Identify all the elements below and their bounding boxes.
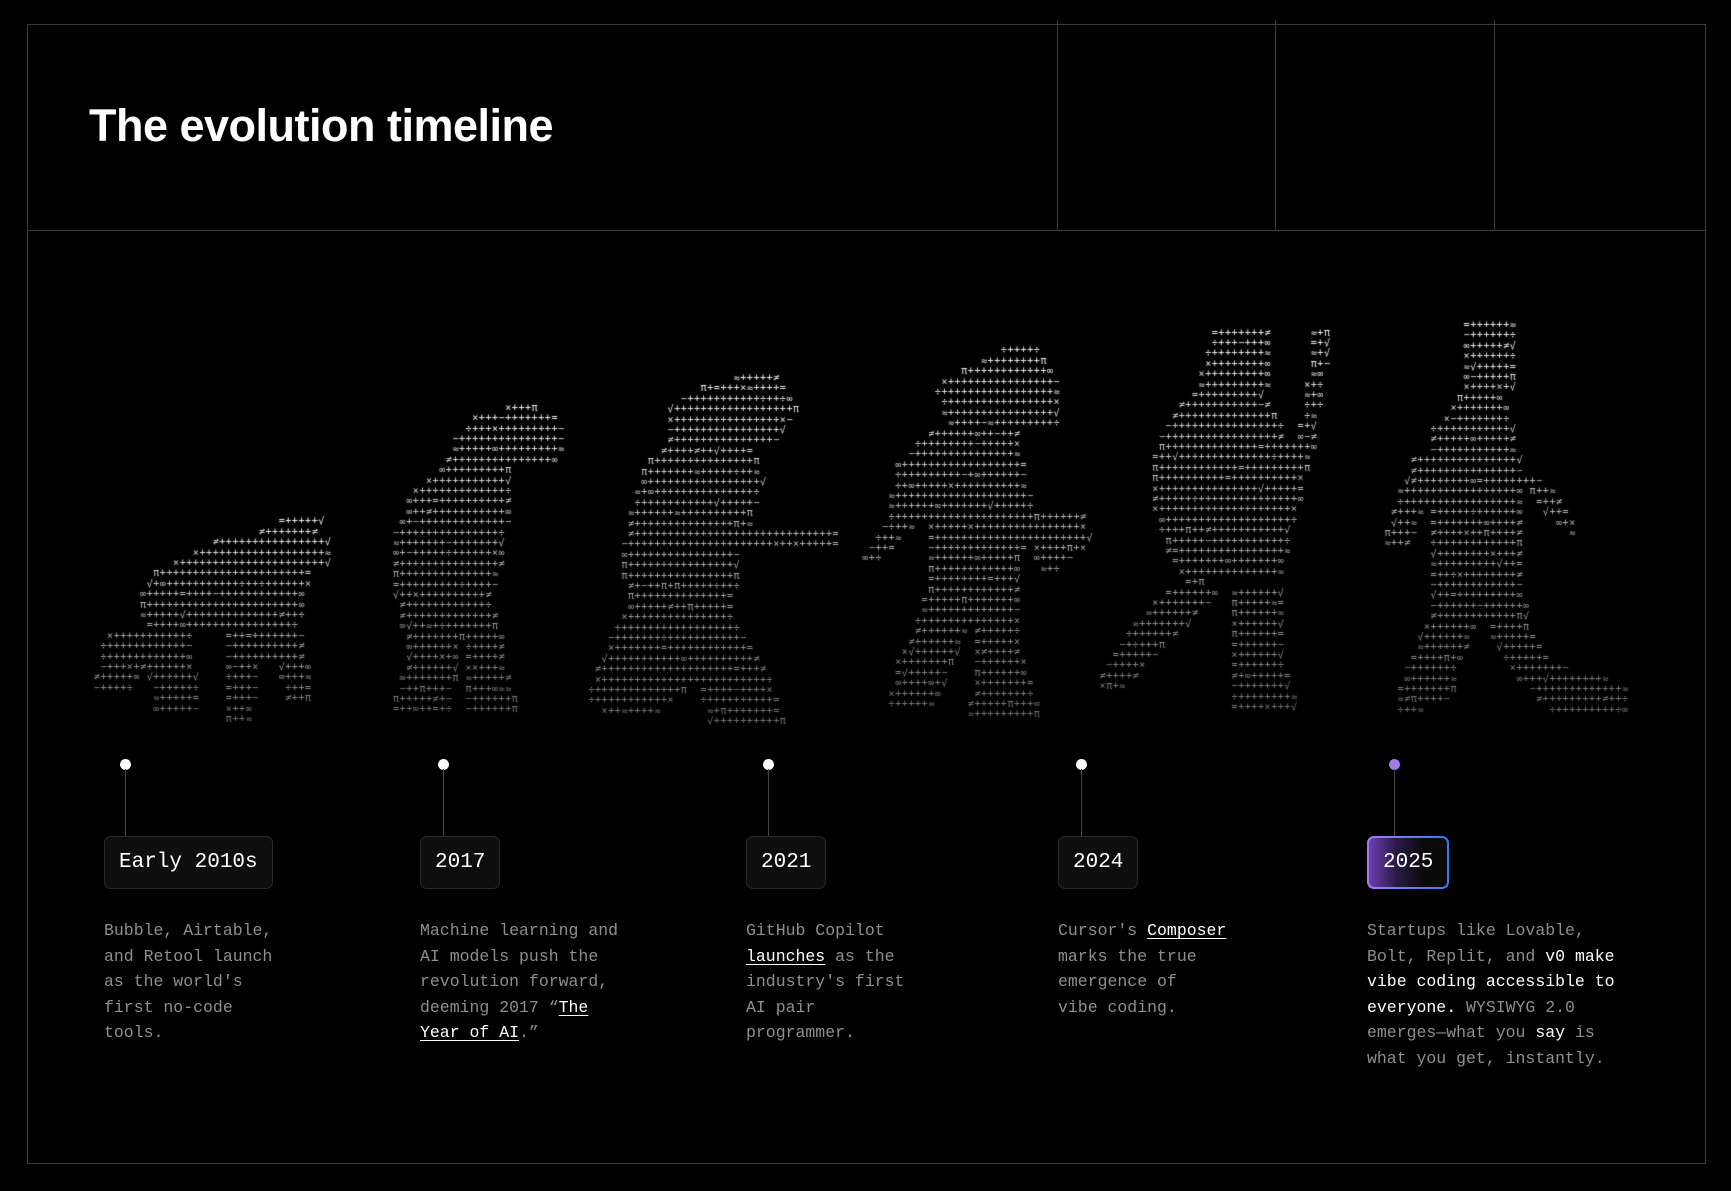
timeline-connector (1081, 769, 1082, 836)
timeline-badge[interactable]: 2024 (1058, 836, 1139, 889)
description-line: Machine learning and (420, 918, 618, 944)
description-text: Machine learning and (420, 921, 619, 940)
description-text: as the world's (104, 972, 243, 991)
description-text: Cursor's (1058, 921, 1148, 940)
timeline-dot (1075, 759, 1087, 770)
description-text: WYSIWYG 2.0 (1456, 997, 1575, 1017)
description-text: and Retool launch (104, 946, 273, 966)
timeline-connector (443, 769, 444, 836)
timeline-dot (437, 759, 449, 770)
description-text: emergence of (1058, 972, 1177, 991)
timeline-connector (768, 769, 769, 836)
description-text: AI models push the (420, 946, 599, 966)
description-line: and Retool launch (104, 944, 272, 970)
description-text: what you get, instantly. (1367, 1048, 1605, 1068)
description-text: emerges—what you (1367, 1023, 1536, 1042)
description-text: Bubble, Airtable, (104, 921, 273, 940)
timeline-description: Startups like Lovable, Bolt, Replit, and … (1367, 918, 1615, 1071)
description-line: marks the true (1058, 944, 1226, 970)
timeline-dot (1388, 759, 1400, 770)
description-line: as the world's (104, 969, 272, 995)
timeline-badge[interactable]: Early 2010s (104, 836, 273, 889)
description-line: Cursor's Composer (1058, 918, 1226, 944)
highlighted-text: v0 make (1545, 946, 1615, 966)
page-title: The evolution timeline (89, 100, 554, 151)
description-line: industry's first (746, 969, 904, 995)
description-line: vibe coding accessible to (1367, 969, 1615, 995)
description-text: first no-code (104, 997, 233, 1017)
grid-line (1275, 20, 1276, 230)
timeline-description: Machine learning and AI models push the re… (420, 918, 618, 1046)
description-line: first no-code (104, 995, 272, 1021)
description-line: emerges—what you say is (1367, 1020, 1615, 1046)
description-text: AI pair (746, 997, 816, 1017)
ascii-evolution-illustration (0, 240, 1731, 760)
description-line: AI pair (746, 995, 904, 1021)
description-text: vibe coding. (1058, 997, 1177, 1017)
highlighted-text: say (1535, 1023, 1566, 1042)
grid-line (1057, 20, 1058, 230)
description-text: marks the true (1058, 946, 1197, 966)
description-text: as the (825, 946, 895, 966)
description-line: revolution forward, (420, 969, 618, 995)
timeline-badge[interactable]: 2025 (1367, 836, 1449, 889)
highlighted-text: vibe coding accessible to (1367, 972, 1615, 991)
description-link[interactable]: launches (746, 946, 826, 966)
description-text: revolution forward, (420, 972, 609, 991)
description-line: launches as the (746, 944, 904, 970)
grid-line (1494, 20, 1495, 230)
description-text: is (1565, 1023, 1595, 1042)
timeline-description: GitHub Copilot launches as the industry's … (746, 918, 904, 1046)
timeline-description: Bubble, Airtable, and Retool launch as the… (104, 918, 272, 1046)
timeline-dot (762, 759, 774, 770)
description-text: GitHub Copilot (746, 921, 885, 940)
description-line: tools. (104, 1020, 272, 1046)
timeline-connector (1394, 769, 1395, 836)
description-link[interactable]: The (558, 997, 589, 1017)
description-link[interactable]: Year of AI (420, 1023, 520, 1042)
description-line: programmer. (746, 1020, 904, 1046)
description-text: industry's first (746, 972, 905, 991)
timeline-badge[interactable]: 2017 (420, 836, 501, 889)
description-line: Bubble, Airtable, (104, 918, 272, 944)
description-line: Bolt, Replit, and v0 make (1367, 944, 1615, 970)
description-line: vibe coding. (1058, 995, 1226, 1021)
description-line: Year of AI.” (420, 1020, 618, 1046)
timeline-badge[interactable]: 2021 (746, 836, 827, 889)
timeline-connector (125, 769, 126, 836)
highlighted-text: everyone. (1367, 997, 1457, 1017)
timeline-dot (119, 759, 131, 770)
description-line: deeming 2017 “The (420, 995, 618, 1021)
description-line: Startups like Lovable, (1367, 918, 1615, 944)
description-line: everyone. WYSIWYG 2.0 (1367, 995, 1615, 1021)
description-line: what you get, instantly. (1367, 1046, 1615, 1072)
description-text: deeming 2017 “ (420, 997, 559, 1017)
description-text: .” (519, 1023, 539, 1042)
description-line: emergence of (1058, 969, 1226, 995)
description-line: GitHub Copilot (746, 918, 904, 944)
timeline-description: Cursor's Composer marks the true emergence… (1058, 918, 1226, 1020)
description-text: Bolt, Replit, and (1367, 946, 1546, 966)
description-text: tools. (104, 1023, 164, 1042)
header-divider (27, 230, 1706, 231)
description-text: programmer. (746, 1023, 855, 1042)
description-text: Startups like Lovable, (1367, 921, 1585, 940)
description-link[interactable]: Composer (1147, 921, 1227, 940)
description-line: AI models push the (420, 944, 618, 970)
